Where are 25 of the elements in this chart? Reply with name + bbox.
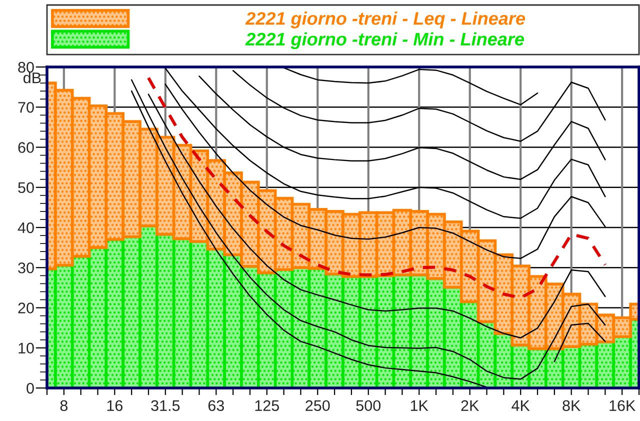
x-tick-label: 250 bbox=[306, 400, 330, 412]
line-series bbox=[146, 76, 607, 300]
x-tick-label: 125 bbox=[255, 400, 279, 412]
text: 2221 giorno -treni - Leq - Lineare bbox=[245, 12, 526, 28]
x-tick-label: 4K bbox=[512, 400, 530, 411]
y-tick-label: 60 bbox=[18, 142, 34, 153]
x-tick-label: 16 bbox=[107, 400, 122, 412]
x-tick-label: 63 bbox=[208, 400, 224, 412]
x-tick-label: 8K bbox=[562, 400, 581, 412]
y-tick-label: 30 bbox=[18, 262, 34, 274]
text: 2221 giorno -treni - Min - Lineare bbox=[245, 32, 524, 50]
x-tick-label: 2K bbox=[461, 400, 480, 411]
x-tick-label: 500 bbox=[356, 400, 381, 412]
x-tick-label: 1K bbox=[410, 400, 428, 411]
y-tick-label: 80 bbox=[18, 62, 34, 73]
y-tick-label: 0 bbox=[26, 382, 34, 394]
x-tick-label: 16K bbox=[610, 400, 636, 412]
y-axis-title: dB bbox=[24, 72, 41, 84]
y-tick-label: 10 bbox=[18, 342, 34, 354]
y-tick-label: 40 bbox=[18, 222, 34, 234]
x-tick-label: 8 bbox=[60, 400, 68, 412]
y-tick-label: 70 bbox=[18, 102, 34, 113]
y-tick-label: 50 bbox=[18, 182, 34, 194]
x-tick-label: 31.5 bbox=[151, 400, 180, 412]
y-tick-label: 20 bbox=[18, 302, 34, 314]
